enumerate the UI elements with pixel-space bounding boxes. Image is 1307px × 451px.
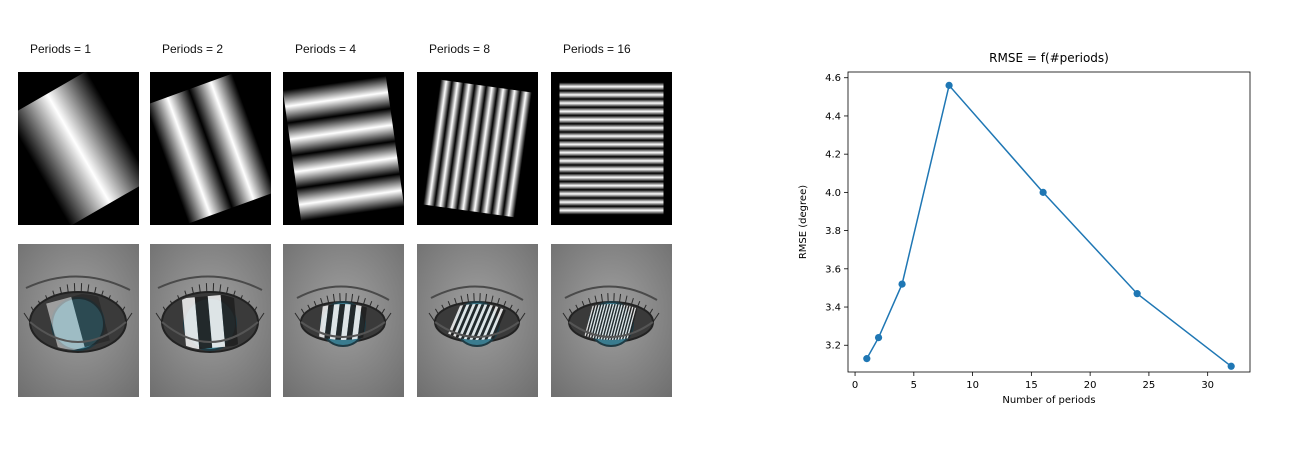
lower-eyelid: [161, 321, 259, 343]
grating-pattern-image: [150, 72, 271, 225]
y-tick-label: 4.2: [825, 150, 841, 161]
x-tick-label: 10: [966, 380, 979, 391]
data-point: [863, 355, 871, 363]
lower-eyelid: [568, 321, 654, 338]
lower-eyelid: [29, 321, 127, 343]
eyelid-crease: [157, 275, 263, 291]
x-axis-label: Number of periods: [1002, 395, 1095, 406]
panel-label: Periods = 2: [162, 42, 224, 56]
projected-pattern: [584, 304, 638, 340]
x-tick-label: 20: [1084, 380, 1097, 391]
x-axis: 0 5 10 15 20 25 30: [852, 372, 1214, 391]
grating-pattern-image: [18, 72, 139, 225]
eye-render-image: [18, 244, 139, 397]
grating-stripes: [150, 73, 271, 224]
x-tick-label: 15: [1025, 380, 1038, 391]
series-line: [866, 83, 1232, 367]
panel-periods-8: Periods = 8: [417, 0, 542, 451]
rmse-line-chart: RMSE = f(#periods) 0 5 10 15 20 25 30 3.2 3.4 3.…: [790, 40, 1270, 430]
eyelid-crease: [25, 275, 131, 291]
panel-label: Periods = 16: [563, 42, 631, 56]
data-point: [898, 280, 906, 288]
eyelid-crease: [296, 285, 390, 301]
eye-render-image: [150, 244, 271, 397]
panel-periods-16: Periods = 16: [551, 0, 676, 451]
x-tick-label: 0: [852, 380, 858, 391]
eyelid-crease: [430, 285, 524, 301]
data-point: [874, 334, 883, 342]
eye-render-image: [551, 244, 672, 397]
panel-periods-2: Periods = 2: [150, 0, 275, 451]
grating-stripes: [283, 75, 404, 222]
y-tick-label: 4.4: [825, 111, 841, 122]
lower-eyelid: [300, 321, 386, 338]
grating-stripes: [423, 79, 532, 218]
panel-label: Periods = 4: [295, 42, 357, 56]
projected-pattern: [46, 294, 110, 350]
data-point: [1039, 188, 1047, 196]
grating-pattern-image: [551, 72, 672, 225]
eye-render-image: [283, 244, 404, 397]
grating-stripes: [18, 72, 139, 225]
series-markers: [863, 81, 1235, 370]
data-point: [1133, 290, 1141, 298]
chart-canvas: RMSE = f(#periods) 0 5 10 15 20 25 30 3.23.43.…: [798, 51, 1251, 406]
y-axis: 3.2 3.4 3.6 3.8 4.0 4.2 4.4 4.6: [825, 73, 848, 352]
panel-periods-4: Periods = 4: [283, 0, 408, 451]
plot-frame: [847, 71, 1251, 373]
chart-title: RMSE = f(#periods): [989, 51, 1109, 65]
grating-pattern-image: [283, 72, 404, 225]
x-tick-label: 25: [1143, 380, 1156, 391]
eyelid-crease: [564, 285, 658, 301]
y-axis-label: RMSE (degree): [798, 185, 809, 259]
grating-stripes: [559, 82, 664, 215]
panel-periods-1: Periods = 1: [18, 0, 143, 451]
y-tick-label: 3.6: [825, 264, 841, 275]
panel-label: Periods = 1: [30, 42, 92, 56]
y-tick-label: 4.6: [825, 73, 841, 84]
y-tick-label: 3.2: [825, 341, 841, 352]
panel-label: Periods = 8: [429, 42, 491, 56]
x-tick-label: 5: [911, 380, 917, 391]
pattern-figure: Periods = 1 Periods = 2 Periods = 4 Peri…: [18, 0, 676, 451]
data-point: [945, 81, 953, 89]
y-tick-label: 3.4: [825, 303, 841, 314]
data-point: [1227, 362, 1235, 370]
x-tick-label: 30: [1201, 380, 1214, 391]
grating-pattern-image: [417, 72, 538, 225]
projected-pattern: [448, 304, 506, 340]
eye-render-image: [417, 244, 538, 397]
y-tick-label: 4.0: [825, 188, 841, 199]
lower-eyelid: [434, 321, 520, 338]
y-tick-label: 3.8: [825, 226, 841, 237]
